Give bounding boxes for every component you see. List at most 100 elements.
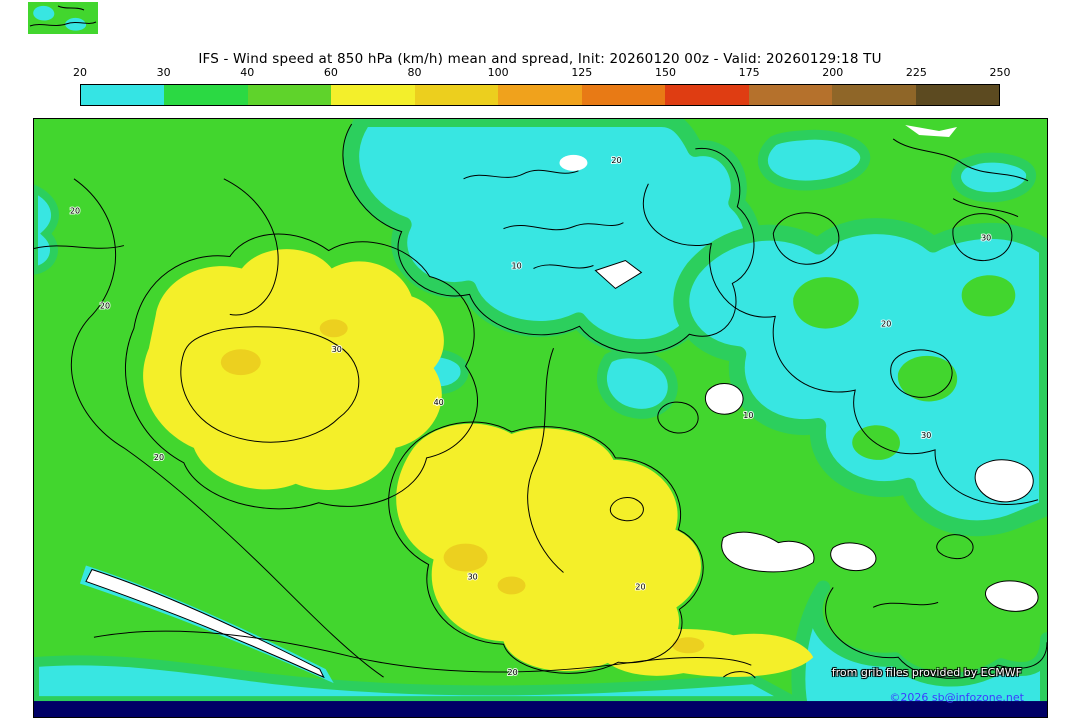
colorbar-tick-label: 30 bbox=[156, 66, 171, 79]
colorbar-tick-label: 100 bbox=[487, 66, 509, 79]
contour-line bbox=[825, 587, 1047, 679]
colorbar-segment bbox=[581, 85, 666, 105]
contour-line bbox=[463, 169, 579, 180]
gold-spot bbox=[672, 637, 705, 654]
contour-line bbox=[93, 630, 752, 673]
colorbar bbox=[80, 84, 1000, 106]
corner-contour bbox=[57, 5, 85, 11]
colorbar-segment bbox=[331, 85, 415, 105]
white-patch bbox=[594, 259, 643, 290]
colorbar-segment bbox=[915, 85, 999, 105]
white-patch bbox=[721, 531, 815, 573]
colorbar-tick-label: 125 bbox=[571, 66, 593, 79]
contour-label: 20 bbox=[100, 301, 110, 310]
gold-spot bbox=[319, 319, 348, 338]
contour-line bbox=[952, 213, 1013, 262]
white-patch bbox=[974, 459, 1034, 503]
contour-label: 30 bbox=[921, 431, 931, 440]
contour-line bbox=[723, 671, 756, 679]
contour-line bbox=[936, 534, 974, 560]
gold-spot bbox=[220, 349, 261, 376]
contour-line bbox=[872, 601, 939, 608]
contour-lines bbox=[34, 123, 1047, 679]
contour-label: 20 bbox=[508, 668, 518, 677]
contour-line bbox=[892, 138, 1029, 182]
colorbar-ticks: 20 30 40 60 80 100 125 150 175 200 225 250 bbox=[73, 66, 1011, 80]
sea-stripe bbox=[85, 568, 325, 679]
colorbar-segment bbox=[748, 85, 833, 105]
cyan-region bbox=[34, 184, 59, 275]
contour-line bbox=[124, 233, 478, 510]
colorbar-segment bbox=[164, 85, 248, 105]
cyan-region bbox=[596, 348, 678, 419]
corner-map-fragment bbox=[28, 2, 98, 34]
attribution-text: from grib files provided by ECMWF bbox=[831, 666, 1022, 679]
corner-cyan-blob bbox=[65, 17, 87, 31]
colorbar-segment bbox=[247, 85, 332, 105]
gold-spot bbox=[497, 576, 526, 595]
contour-line bbox=[388, 421, 704, 674]
contour-line bbox=[609, 497, 644, 522]
colorbar-tick-label: 80 bbox=[407, 66, 422, 79]
contour-line bbox=[657, 401, 699, 434]
green-island bbox=[793, 277, 859, 329]
yellow-region bbox=[593, 628, 814, 677]
contour-label: 10 bbox=[512, 262, 522, 271]
contour-label: 20 bbox=[635, 582, 645, 591]
contour-line bbox=[772, 212, 840, 265]
wind-map: 20 20 30 40 10 20 20 30 10 30 20 20 20 3… bbox=[34, 119, 1047, 717]
contour-line bbox=[527, 348, 564, 573]
cyan-region bbox=[951, 152, 1037, 203]
green-island bbox=[961, 275, 1016, 317]
contour-line bbox=[223, 178, 279, 316]
cyan-region bbox=[758, 129, 871, 191]
contour-line bbox=[952, 198, 1019, 218]
contour-label: 30 bbox=[332, 345, 342, 354]
white-patch bbox=[905, 124, 958, 137]
corner-cyan-blob bbox=[33, 5, 55, 21]
contour-line bbox=[180, 326, 360, 443]
map-frame: 20 20 30 40 10 20 20 30 10 30 20 20 20 3… bbox=[33, 118, 1048, 718]
colorbar-segment bbox=[498, 85, 582, 105]
contour-line bbox=[533, 264, 594, 269]
contour-label: 40 bbox=[434, 398, 444, 407]
white-patch bbox=[985, 580, 1039, 612]
contour-label: 10 bbox=[743, 411, 753, 420]
contour-label: 20 bbox=[881, 319, 891, 328]
colorbar-tick-label: 200 bbox=[822, 66, 844, 79]
contour-line bbox=[642, 183, 1039, 505]
colorbar-tick-label: 225 bbox=[905, 66, 927, 79]
colorbar-segment bbox=[81, 85, 165, 105]
white-patch bbox=[559, 154, 588, 171]
contour-line bbox=[503, 222, 624, 231]
cyan-region bbox=[791, 580, 1047, 717]
colorbar-tick-label: 20 bbox=[73, 66, 87, 79]
green-island bbox=[852, 425, 900, 460]
contour-label: 30 bbox=[981, 234, 991, 243]
colorbar-segment bbox=[665, 85, 749, 105]
white-patch bbox=[830, 542, 877, 571]
contour-line bbox=[342, 123, 755, 354]
gold-spot bbox=[443, 543, 488, 572]
cyan-region bbox=[673, 218, 1047, 537]
colorbar-tick-label: 175 bbox=[738, 66, 760, 79]
yellow-region bbox=[143, 249, 444, 490]
colorbar-segment bbox=[414, 85, 499, 105]
bottom-strip bbox=[34, 701, 1047, 717]
contour-label: 30 bbox=[468, 572, 478, 581]
colorbar-tick-label: 250 bbox=[989, 66, 1011, 79]
green-island bbox=[897, 355, 958, 402]
contour-line bbox=[34, 245, 125, 250]
corner-contour bbox=[29, 21, 97, 27]
contour-label: 20 bbox=[154, 453, 164, 462]
colorbar-tick-label: 40 bbox=[240, 66, 255, 79]
white-patch bbox=[704, 383, 744, 415]
colorbar-tick-label: 60 bbox=[323, 66, 338, 79]
yellow-region bbox=[396, 423, 701, 672]
copyright-text: ©2026 sb@infozone.net bbox=[889, 691, 1024, 704]
contour-line bbox=[70, 178, 384, 678]
colorbar-tick-label: 150 bbox=[654, 66, 676, 79]
cyan-region bbox=[34, 655, 796, 707]
colorbar-segment bbox=[832, 85, 916, 105]
